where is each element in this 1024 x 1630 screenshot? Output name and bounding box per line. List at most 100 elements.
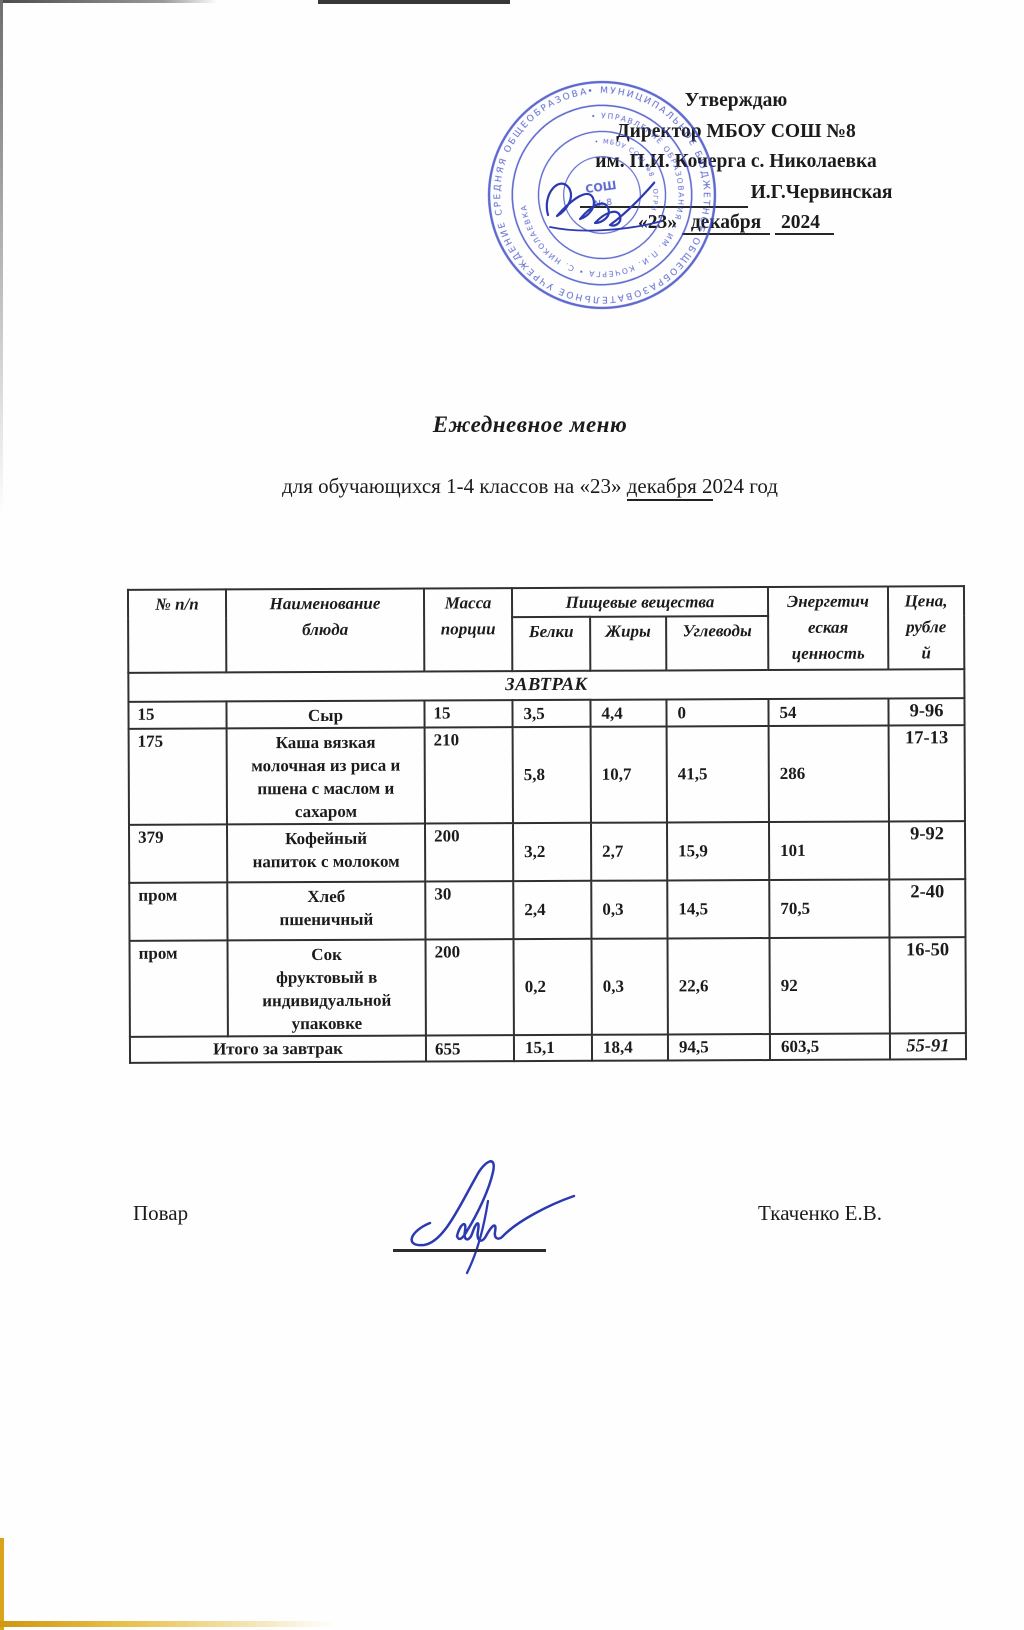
cell-mass: 15 — [424, 700, 513, 728]
school-round-stamp: • МУНИЦИПАЛЬНОЕ БЮДЖЕТНОЕ ОБЩЕОБРАЗОВАТЕ… — [465, 58, 725, 320]
stamp-middle-circle — [511, 104, 693, 286]
cell-price: 2-40 — [889, 879, 966, 938]
cell-carbs: 22,6 — [667, 938, 770, 1035]
date-month: декабря — [681, 212, 771, 235]
cell-protein: 3,2 — [512, 822, 592, 882]
section-title: ЗАВТРАК — [128, 669, 965, 702]
cook-signature — [410, 1160, 576, 1275]
stamp-outer-circle — [487, 80, 717, 310]
col-header-protein: Белки — [512, 616, 591, 672]
cell-price: 17-13 — [888, 725, 965, 822]
stamp-center-text-1: СОШ — [585, 179, 618, 196]
table-total-row: Итого за завтрак 655 15,1 18,4 94,5 603,… — [129, 1033, 967, 1063]
signature-stroke — [545, 181, 656, 227]
cell-protein: 0,2 — [513, 938, 592, 1036]
cell-dish-name: Каша вязкая молочная из риса и пшена с м… — [226, 727, 425, 825]
col-header-carbs: Углеводы — [666, 616, 769, 671]
cell-dish-name: Сыр — [226, 700, 425, 729]
cell-price: 16-50 — [889, 937, 966, 1034]
cell-fat: 10,7 — [590, 726, 667, 823]
stamp-core-circle — [563, 156, 641, 234]
cell-fat: 2,7 — [590, 822, 668, 881]
cell-protein: 5,8 — [512, 726, 591, 824]
signature-blank-line — [579, 187, 748, 208]
cell-energy: 286 — [768, 725, 889, 823]
total-fat: 18,4 — [591, 1034, 669, 1061]
cook-signature-line — [393, 1249, 546, 1252]
table-header-row-1: № п/п Наименование блюда Масса порции Пи… — [127, 586, 965, 673]
approval-line-school: им. П.И. Кочерга с. Николаевка — [595, 151, 877, 172]
approval-line-approve: Утверждаю — [684, 90, 788, 111]
menu-table: № п/п Наименование блюда Масса порции Пи… — [127, 585, 967, 1064]
cell-energy: 101 — [768, 821, 890, 881]
scan-artifact-left-edge — [0, 0, 3, 560]
cell-dish-name: Кофейный напиток с молоком — [226, 823, 426, 883]
cell-carbs: 15,9 — [666, 822, 770, 881]
director-signature — [545, 181, 663, 232]
cell-energy: 70,5 — [769, 879, 890, 939]
total-carbs: 94,5 — [667, 1034, 771, 1061]
col-header-energy: Энергетич еская ценность — [767, 586, 889, 671]
scan-artifact-top-edge-left — [0, 0, 218, 3]
approval-date-line: «23» декабря 2024 — [520, 208, 952, 239]
approval-line-director: Директор МБОУ СОШ №8 — [616, 120, 856, 142]
cell-carbs: 14,5 — [667, 880, 770, 939]
col-header-number: № п/п — [127, 589, 227, 673]
table-row: 15 Сыр 15 3,5 4,4 0 54 9-96 — [128, 698, 965, 729]
cell-energy: 54 — [768, 698, 889, 727]
date-year: 2024 — [775, 212, 835, 235]
cell-protein: 3,5 — [512, 699, 591, 728]
subtitle-suffix: 024 год — [712, 474, 778, 498]
scan-artifact-top-edge-dark — [318, 0, 510, 4]
cell-number: 379 — [128, 824, 228, 883]
cook-name-label: Ткаченко Е.В. — [758, 1201, 883, 1225]
total-protein: 15,1 — [513, 1034, 593, 1062]
approval-signature-line: И.Г.Червинская — [520, 178, 952, 208]
cell-price: 9-92 — [888, 821, 966, 880]
cell-number: 175 — [128, 728, 227, 825]
scan-artifact-left-edge-yellow — [0, 1538, 4, 1630]
section-row-breakfast: ЗАВТРАК — [128, 669, 965, 702]
cell-fat: 4,4 — [590, 699, 667, 727]
cell-mass: 210 — [424, 727, 513, 824]
scan-artifact-bottom-edge-yellow — [0, 1621, 335, 1627]
cook-signature-stroke — [410, 1160, 576, 1247]
cell-fat: 0,3 — [591, 938, 668, 1035]
cell-carbs: 0 — [666, 699, 769, 727]
cook-role-label: Повар — [133, 1201, 189, 1225]
cell-dish-name: Хлеб пшеничный — [227, 881, 426, 941]
document-subtitle: для обучающихся 1-4 классов на «23» дека… — [18, 474, 1024, 501]
signature-underline-stroke — [549, 220, 663, 232]
cell-number: пром — [129, 882, 228, 941]
cell-dish-name: Сок фруктовый в индивидуальной упаковке — [227, 939, 426, 1037]
cell-price: 9-96 — [888, 698, 965, 726]
table-row: пром Сок фруктовый в индивидуальной упак… — [129, 937, 966, 1037]
stamp-inner-circle — [537, 130, 667, 260]
total-mass: 655 — [425, 1035, 515, 1062]
total-price: 55-91 — [889, 1033, 967, 1060]
total-label: Итого за завтрак — [129, 1035, 427, 1063]
col-header-fat: Жиры — [590, 616, 667, 671]
cook-signature-descender — [465, 1199, 490, 1275]
table-row: 379 Кофейный напиток с молоком 200 3,2 2… — [128, 821, 966, 883]
table-row: 175 Каша вязкая молочная из риса и пшена… — [128, 725, 965, 825]
subtitle-underlined-part: декабря 2 — [626, 474, 713, 501]
table-row: пром Хлеб пшеничный 30 2,4 0,3 14,5 70,5… — [129, 879, 966, 941]
cell-mass: 30 — [425, 881, 514, 940]
cell-mass: 200 — [424, 823, 514, 882]
director-name: И.Г.Червинская — [750, 181, 893, 203]
col-header-price: Цена, рубле й — [887, 586, 965, 670]
cell-carbs: 41,5 — [666, 726, 769, 823]
subtitle-prefix: для обучающихся 1-4 классов на «23» — [282, 474, 627, 498]
col-header-dish-name: Наименование блюда — [225, 588, 425, 673]
cell-mass: 200 — [425, 939, 514, 1036]
cell-number: 15 — [128, 701, 227, 729]
col-header-portion-mass: Масса порции — [423, 588, 513, 672]
total-energy: 603,5 — [769, 1033, 891, 1061]
cell-fat: 0,3 — [591, 880, 668, 939]
document-title: Ежедневное меню — [432, 412, 628, 437]
cell-protein: 2,4 — [513, 880, 592, 940]
cell-energy: 92 — [769, 937, 890, 1035]
approval-block: Утверждаю Директор МБОУ СОШ №8 им. П.И. … — [520, 86, 952, 239]
